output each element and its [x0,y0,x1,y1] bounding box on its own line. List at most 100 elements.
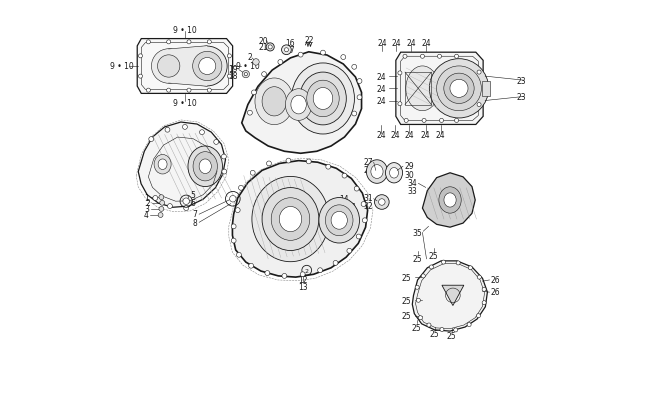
Circle shape [430,265,434,269]
Text: 24: 24 [376,131,386,140]
Circle shape [265,271,270,276]
Circle shape [168,204,172,209]
Circle shape [318,268,322,273]
Circle shape [187,41,191,45]
Polygon shape [442,286,464,306]
Circle shape [427,323,431,327]
Text: 15: 15 [347,209,357,218]
Circle shape [166,41,171,45]
Ellipse shape [158,160,167,170]
Text: 20: 20 [259,37,268,46]
Ellipse shape [319,198,359,243]
Circle shape [250,171,255,176]
Text: 18: 18 [228,72,238,81]
Text: 2: 2 [305,268,309,273]
Circle shape [468,266,473,270]
Text: 32: 32 [363,201,373,210]
Circle shape [333,261,338,266]
Text: 19: 19 [228,64,238,73]
Text: 2: 2 [145,199,150,208]
Circle shape [362,218,367,223]
Circle shape [239,186,243,191]
Circle shape [153,196,158,201]
Text: 24: 24 [436,131,445,140]
Ellipse shape [262,87,287,117]
Text: 11: 11 [347,202,357,211]
Ellipse shape [262,188,319,251]
Text: 23: 23 [516,77,526,85]
Circle shape [417,298,421,303]
Circle shape [441,260,446,264]
Circle shape [419,316,422,320]
Text: 28: 28 [363,166,373,175]
Text: 26: 26 [491,287,500,296]
Circle shape [187,89,191,93]
Ellipse shape [389,168,398,179]
Circle shape [158,213,163,218]
Circle shape [352,65,357,70]
Circle shape [320,51,326,56]
Ellipse shape [385,163,402,183]
Text: 24: 24 [421,131,430,140]
Text: 24: 24 [377,85,387,94]
Text: 25: 25 [447,331,456,340]
Circle shape [183,198,189,205]
Ellipse shape [192,52,222,81]
Circle shape [138,75,142,79]
Circle shape [374,195,389,210]
Circle shape [476,314,480,318]
Circle shape [244,73,248,77]
Ellipse shape [371,165,383,179]
Ellipse shape [151,50,186,84]
Text: 33: 33 [408,187,417,196]
Polygon shape [169,47,207,87]
Circle shape [160,201,164,206]
Ellipse shape [439,187,462,214]
Polygon shape [137,40,233,94]
Circle shape [354,187,359,192]
Text: 34: 34 [408,179,417,188]
Circle shape [207,89,211,93]
Text: 2: 2 [248,53,252,62]
Circle shape [281,46,291,55]
Polygon shape [233,161,368,277]
Text: 9 • 10: 9 • 10 [173,98,197,108]
Text: 24: 24 [404,131,414,140]
Ellipse shape [430,60,489,119]
Circle shape [282,274,287,279]
Text: 6: 6 [190,198,195,207]
Polygon shape [412,261,488,331]
Text: 25: 25 [430,330,439,339]
Ellipse shape [307,81,339,117]
Text: 25: 25 [402,273,411,282]
Circle shape [404,119,408,123]
Ellipse shape [437,67,482,111]
Ellipse shape [255,79,294,126]
Circle shape [454,55,458,59]
Circle shape [248,111,252,116]
Circle shape [146,89,150,93]
Ellipse shape [313,88,333,110]
Text: 24: 24 [422,38,432,47]
Ellipse shape [331,212,347,230]
Ellipse shape [367,160,387,184]
Circle shape [278,60,283,65]
Text: 26: 26 [491,275,500,284]
Circle shape [378,199,385,206]
Text: 13: 13 [298,282,307,291]
Text: 24: 24 [377,38,387,47]
Ellipse shape [271,198,310,241]
Text: 23: 23 [516,93,526,102]
Circle shape [252,91,256,96]
Circle shape [235,208,240,213]
Text: 35: 35 [413,228,422,237]
Circle shape [482,301,486,305]
Ellipse shape [157,56,180,78]
Circle shape [482,288,486,292]
Ellipse shape [280,207,302,232]
Ellipse shape [444,74,474,104]
Circle shape [222,155,226,160]
Circle shape [231,224,236,229]
Circle shape [352,112,357,117]
Circle shape [183,125,187,130]
